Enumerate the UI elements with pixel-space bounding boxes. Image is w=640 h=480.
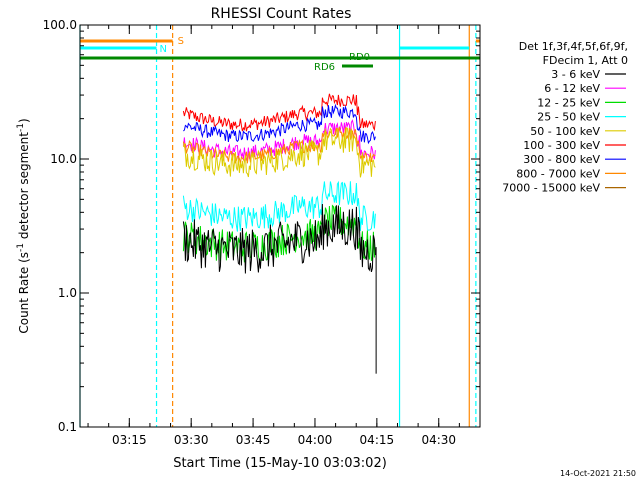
rd6-label: RD6 <box>314 62 335 73</box>
legend-label: 7000 - 15000 keV <box>502 182 600 195</box>
legend-label: 300 - 800 keV <box>523 153 600 166</box>
y-tick-label: 100.0 <box>43 18 77 32</box>
y-tick-label: 0.1 <box>58 420 77 434</box>
legend-label: 25 - 50 keV <box>537 111 600 124</box>
x-axis-label: Start Time (15-May-10 03:03:02) <box>173 456 387 471</box>
legend: Det 1f,3f,4f,5f,6f,9f, FDecim 1, Att 0 3… <box>502 40 628 195</box>
y-tick-label: 10.0 <box>50 152 77 166</box>
legend-label: 3 - 6 keV <box>551 68 600 81</box>
legend-label: 6 - 12 keV <box>544 82 600 95</box>
x-tick-label: 03:30 <box>174 433 209 447</box>
legend-label: 800 - 7000 keV <box>516 167 600 180</box>
legend-label: 100 - 300 keV <box>523 139 600 152</box>
chart-title: RHESSI Count Rates <box>211 6 352 22</box>
legend-header-line-1: Det 1f,3f,4f,5f,6f,9f, <box>519 40 628 53</box>
x-axis-ticks: 03:15 03:30 03:45 04:00 04:15 04:30 <box>87 25 481 447</box>
legend-label: 50 - 100 keV <box>530 125 600 138</box>
sunlight-flag-label: S <box>178 36 184 47</box>
x-tick-label: 04:15 <box>360 433 395 447</box>
legend-label: 12 - 25 keV <box>537 96 600 109</box>
plot-area: SN RD0 RD6 <box>79 25 480 427</box>
y-axis-label: Count Rate (s-1 detector segment-1) <box>16 118 31 333</box>
night-flag-label: N <box>160 44 167 55</box>
x-tick-label: 04:30 <box>421 433 456 447</box>
x-tick-label: 04:00 <box>298 433 333 447</box>
series-line <box>182 180 376 232</box>
legend-header-line-2: FDecim 1, Att 0 <box>543 54 628 67</box>
series-line <box>182 127 376 178</box>
series-line <box>182 203 376 274</box>
x-tick-label: 03:15 <box>112 433 147 447</box>
series-line <box>183 103 376 145</box>
x-tick-label: 03:45 <box>236 433 271 447</box>
y-axis-ticks: 0.1 1.0 10.0 100.0 <box>43 18 480 434</box>
plot-frame <box>79 24 481 428</box>
y-tick-label: 1.0 <box>58 286 77 300</box>
timestamp: 14-Oct-2021 21:50 <box>560 469 636 478</box>
rd0-label: RD0 <box>349 52 370 63</box>
